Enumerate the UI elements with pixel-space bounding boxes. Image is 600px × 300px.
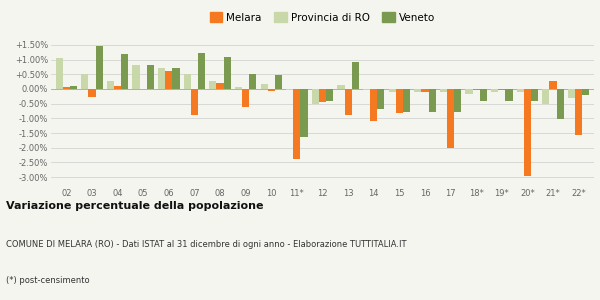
Bar xyxy=(396,89,403,113)
Bar xyxy=(242,89,249,107)
Bar xyxy=(326,89,333,101)
Bar xyxy=(70,86,77,89)
Bar xyxy=(260,84,268,89)
Bar xyxy=(172,68,179,89)
Bar xyxy=(491,89,498,92)
Bar xyxy=(473,89,480,90)
Bar xyxy=(480,89,487,101)
Bar xyxy=(147,65,154,89)
Bar xyxy=(56,58,63,89)
Bar xyxy=(454,89,461,112)
Bar xyxy=(377,89,385,109)
Bar xyxy=(275,75,282,89)
Bar xyxy=(575,89,582,135)
Bar xyxy=(133,65,140,89)
Bar xyxy=(363,89,370,90)
Bar xyxy=(312,89,319,104)
Bar xyxy=(466,89,473,94)
Bar xyxy=(165,71,172,89)
Bar xyxy=(235,88,242,89)
Text: (*) post-censimento: (*) post-censimento xyxy=(6,276,89,285)
Bar xyxy=(542,89,550,104)
Bar xyxy=(352,62,359,89)
Bar xyxy=(403,89,410,112)
Bar xyxy=(440,89,447,92)
Bar xyxy=(557,89,564,119)
Bar xyxy=(414,89,421,92)
Bar xyxy=(447,89,454,148)
Legend: Melara, Provincia di RO, Veneto: Melara, Provincia di RO, Veneto xyxy=(206,8,439,27)
Bar xyxy=(428,89,436,112)
Bar xyxy=(550,81,557,89)
Text: Variazione percentuale della popolazione: Variazione percentuale della popolazione xyxy=(6,201,263,211)
Bar xyxy=(184,74,191,89)
Text: COMUNE DI MELARA (RO) - Dati ISTAT al 31 dicembre di ogni anno - Elaborazione TU: COMUNE DI MELARA (RO) - Dati ISTAT al 31… xyxy=(6,240,407,249)
Bar xyxy=(249,74,256,89)
Bar xyxy=(191,89,198,115)
Bar xyxy=(505,89,512,101)
Bar xyxy=(293,89,301,159)
Bar xyxy=(81,74,88,89)
Bar xyxy=(224,57,231,89)
Bar xyxy=(531,89,538,101)
Bar xyxy=(95,46,103,89)
Bar xyxy=(88,89,95,97)
Bar xyxy=(158,68,165,89)
Bar xyxy=(498,89,505,90)
Bar xyxy=(337,85,344,89)
Bar xyxy=(301,89,308,136)
Bar xyxy=(582,89,589,95)
Bar xyxy=(198,53,205,89)
Bar xyxy=(524,89,531,176)
Bar xyxy=(114,86,121,89)
Bar xyxy=(370,89,377,121)
Bar xyxy=(344,89,352,115)
Bar xyxy=(268,89,275,91)
Bar xyxy=(319,89,326,102)
Bar xyxy=(107,81,114,89)
Bar xyxy=(286,89,293,90)
Bar xyxy=(209,81,217,89)
Bar xyxy=(568,89,575,98)
Bar xyxy=(217,83,224,89)
Bar xyxy=(517,89,524,92)
Bar xyxy=(121,54,128,89)
Bar xyxy=(421,89,428,92)
Bar xyxy=(63,88,70,89)
Bar xyxy=(389,89,396,92)
